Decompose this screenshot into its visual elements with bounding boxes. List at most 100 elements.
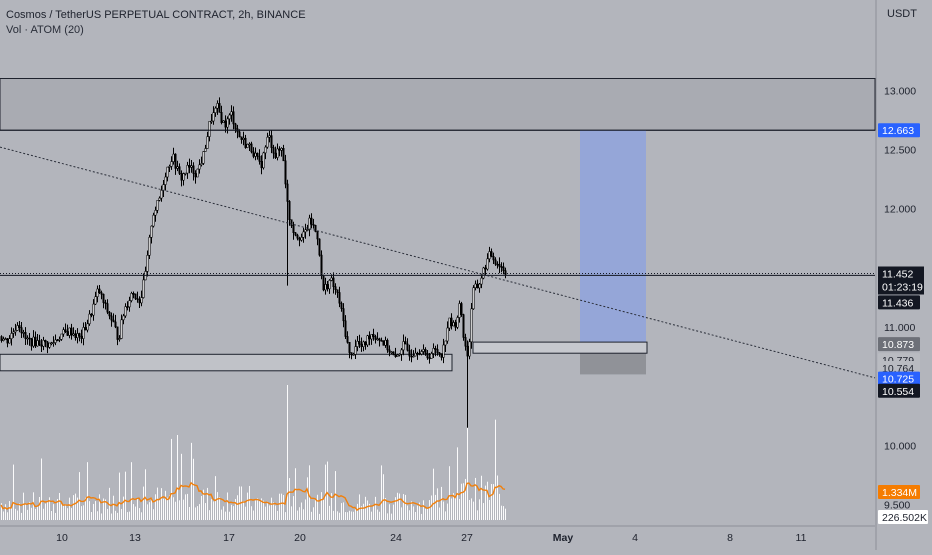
candle-body	[100, 292, 103, 295]
volume-bar	[83, 505, 84, 520]
volume-bar	[127, 512, 128, 520]
candle-body	[250, 143, 253, 153]
volume-bar	[311, 511, 312, 520]
candle-body	[474, 283, 477, 288]
candle-body	[376, 338, 379, 341]
volume-bar	[263, 500, 264, 520]
volume-bar	[299, 507, 300, 520]
candle-body	[238, 131, 241, 138]
candle-body	[64, 329, 67, 332]
volume-bar	[189, 506, 190, 520]
candle-body	[248, 143, 251, 146]
candle-body	[122, 315, 125, 321]
volume-bar	[131, 462, 132, 520]
volume-bar	[73, 495, 74, 520]
volume-bar	[121, 508, 122, 520]
candle-body	[348, 341, 351, 353]
candle-body	[354, 346, 357, 355]
last-price-badge: 11.452	[882, 269, 913, 281]
volume-bar	[49, 497, 50, 520]
candle-body	[266, 136, 269, 148]
volume-bar	[431, 495, 432, 520]
volume-bar	[335, 471, 336, 520]
volume-bar	[143, 486, 144, 520]
candle-body	[58, 338, 61, 341]
volume-indicator-label[interactable]: Vol · ATOM (20)	[6, 24, 84, 36]
volume-bar	[481, 475, 482, 520]
time-tick-label: 17	[223, 532, 235, 544]
resistance-zone	[0, 78, 876, 131]
volume-bar	[167, 497, 168, 520]
volume-bar	[343, 502, 344, 520]
time-tick-label: 27	[461, 532, 473, 544]
candle-body	[62, 329, 65, 335]
candle-body	[432, 347, 435, 354]
volume-bar	[473, 501, 474, 520]
candle-body	[362, 341, 365, 347]
volume-bar	[349, 510, 350, 520]
volume-bar	[197, 506, 198, 520]
candle-body	[326, 284, 329, 290]
volume-bar	[191, 442, 192, 520]
volume-bar	[199, 504, 200, 520]
candle-body	[80, 335, 83, 339]
volume-bar	[487, 481, 488, 520]
candle-body	[302, 231, 305, 238]
candle-body	[16, 325, 19, 331]
candle-body	[306, 229, 309, 231]
candle-body	[500, 266, 503, 268]
volume-bar	[453, 493, 454, 520]
candle-body	[54, 339, 57, 343]
candle-body	[222, 120, 225, 123]
volume-bar	[297, 510, 298, 520]
volume-bar	[435, 494, 436, 520]
volume-bar	[357, 503, 358, 520]
volume-bar	[243, 501, 244, 520]
volume-bar	[277, 510, 278, 520]
candle-body	[182, 173, 185, 181]
volume-bar	[341, 503, 342, 520]
target-zone	[580, 130, 646, 343]
candle-body	[124, 306, 127, 317]
volume-bar	[443, 501, 444, 520]
time-tick-label: 10	[56, 532, 68, 544]
candle-body	[60, 333, 63, 340]
candle-body	[216, 103, 219, 109]
volume-bar	[25, 504, 26, 520]
candle-body	[174, 153, 177, 169]
volume-bar	[235, 498, 236, 520]
candle-body	[74, 333, 77, 338]
candle-body	[120, 319, 123, 339]
volume-bar	[287, 385, 288, 520]
volume-bar	[119, 472, 120, 520]
candle-body	[466, 345, 469, 357]
currency-label: USDT	[887, 8, 917, 20]
candle-body	[270, 135, 273, 148]
candle-body	[386, 339, 389, 351]
chart-title: Cosmos / TetherUS PERPETUAL CONTRACT, 2h…	[6, 9, 306, 21]
candle-body	[448, 317, 451, 329]
candle-body	[68, 327, 71, 336]
candle-body	[130, 292, 133, 301]
candle-body	[408, 349, 411, 357]
candle-body	[298, 237, 301, 241]
volume-bar	[1, 503, 2, 520]
volume-bar	[123, 496, 124, 520]
volume-bar	[175, 501, 176, 520]
volume-bar	[325, 464, 326, 520]
candle-body	[328, 280, 331, 290]
volume-bar	[359, 494, 360, 520]
candle-body	[162, 184, 165, 191]
candle-body	[48, 342, 51, 348]
candle-body	[218, 103, 221, 113]
candle-body	[272, 147, 275, 154]
volume-bar	[437, 488, 438, 520]
volume-bar	[395, 497, 396, 520]
candle-body	[228, 114, 231, 120]
candle-body	[2, 338, 5, 341]
volume-bar	[53, 504, 54, 520]
candle-body	[372, 333, 375, 337]
volume-bar	[339, 512, 340, 520]
